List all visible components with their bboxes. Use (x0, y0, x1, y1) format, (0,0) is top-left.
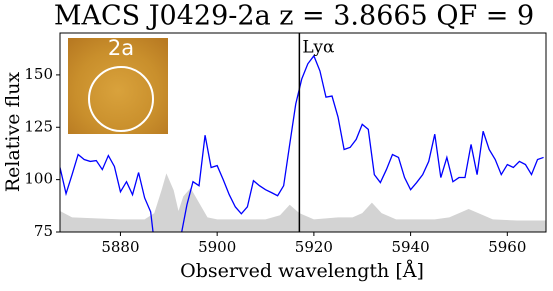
x-tick-label: 5940 (392, 238, 430, 256)
chart-title: MACS J0429-2a z = 3.8665 QF = 9 (54, 1, 534, 32)
error-area (60, 173, 546, 232)
y-tick-label: 100 (24, 170, 53, 188)
aperture-circle (88, 66, 154, 132)
y-tick-label: 75 (34, 222, 53, 240)
annotation: Lyα (302, 38, 335, 58)
flux-line (60, 54, 544, 232)
inset-image (68, 38, 168, 134)
y-axis-label: Relative flux (2, 72, 24, 193)
plot-frame (59, 32, 547, 233)
plot-area (60, 54, 546, 232)
x-tick-label: 5960 (488, 238, 526, 256)
x-tick-label: 5880 (101, 238, 139, 256)
y-tick-label: 150 (24, 65, 53, 83)
inset-label: 2a (108, 36, 134, 60)
x-axis-label: Observed wavelength [Å] (180, 260, 424, 282)
x-tick-label: 5920 (295, 238, 333, 256)
y-tick-label: 125 (24, 117, 53, 135)
x-tick-label: 5900 (198, 238, 236, 256)
